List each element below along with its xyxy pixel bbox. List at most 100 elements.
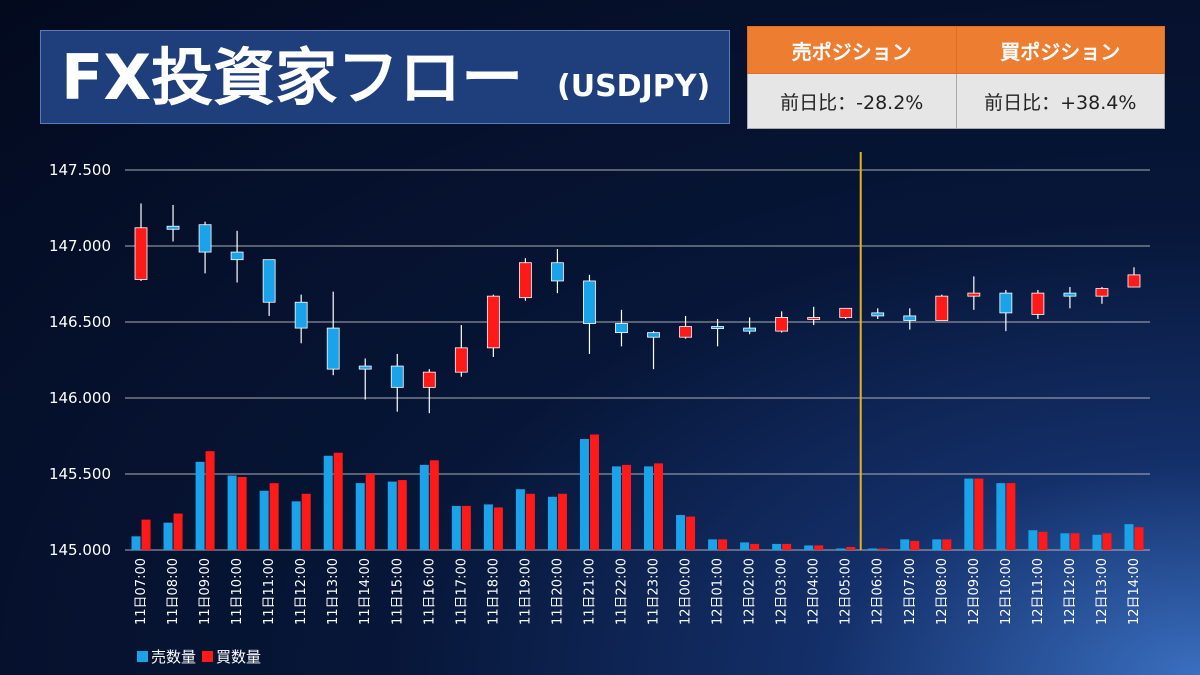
candle-down (1063, 292, 1077, 297)
position-table: 売ポジション 買ポジション 前日比：-28.2% 前日比：+38.4% (747, 26, 1165, 129)
sell-volume-bar (195, 461, 205, 550)
candle-down (743, 327, 757, 332)
x-tick-label: 11日21:00 (582, 558, 597, 625)
buy-volume-bar (237, 477, 247, 550)
x-tick-label: 11日14:00 (358, 558, 373, 625)
candle-up (454, 347, 468, 373)
buy-volume-bar (269, 483, 279, 550)
buy-volume-bar (942, 539, 952, 550)
x-tick-label: 11日13:00 (326, 558, 341, 625)
x-tick-label: 11日08:00 (166, 558, 181, 625)
sell-volume-bar (451, 505, 461, 550)
x-tick-label: 11日11:00 (262, 558, 277, 625)
buy-volume-bar (173, 513, 183, 550)
sell-volume-bar (355, 483, 365, 550)
candle-down (871, 312, 885, 317)
page-title: FX投資家フロー (61, 41, 524, 114)
sell-volume-bar (579, 439, 589, 550)
candle-down (166, 225, 180, 230)
x-tick-label: 12日14:00 (1127, 558, 1142, 625)
sell-volume-bar (1092, 534, 1102, 550)
x-tick-label: 12日13:00 (1095, 558, 1110, 625)
candle-up (807, 317, 821, 320)
buy-volume-bar (621, 464, 631, 550)
sell-volume-bar (547, 496, 557, 550)
candle-up (679, 326, 692, 338)
buy-volume-bar (333, 452, 343, 550)
buy-volume-bar (974, 478, 984, 550)
buy-volume-bar (1102, 533, 1112, 550)
candle-down (262, 259, 276, 303)
x-tick-label: 12日12:00 (1063, 558, 1078, 625)
buy-volume-bar (846, 546, 856, 550)
buy-volume-bar (525, 493, 535, 550)
sell-volume-bar (419, 464, 429, 550)
candle-down (230, 251, 244, 261)
x-tick-label: 11日20:00 (550, 558, 565, 625)
x-tick-label: 12日00:00 (679, 558, 694, 625)
legend-sell-label: 売数量 (151, 648, 197, 666)
buy-volume-bar (301, 493, 311, 550)
sell-position-header: 売ポジション (747, 26, 957, 74)
buy-volume-bar (141, 519, 151, 550)
x-tick-label: 11日15:00 (390, 558, 405, 625)
y-axis-labels: 147.500 147.000 146.500 146.000 145.500 145.0… (49, 161, 111, 559)
x-tick-label: 12日06:00 (871, 558, 886, 625)
candle-up (134, 227, 148, 280)
buy-volume-bar (1006, 483, 1016, 550)
sell-volume-bar (676, 515, 686, 550)
candle-down (294, 301, 308, 329)
y-tick-label: 145.500 (49, 465, 111, 483)
candle-down (358, 365, 372, 370)
x-tick-label: 12日03:00 (775, 558, 790, 625)
buy-volume-bar (589, 434, 599, 550)
x-tick-label: 11日22:00 (614, 558, 629, 625)
buy-volume-bar (493, 507, 503, 550)
sell-volume-bar (483, 504, 493, 550)
buy-volume-bar (910, 540, 920, 550)
y-tick-label: 147.000 (49, 237, 111, 255)
sell-volume-bar (291, 501, 301, 550)
buy-swatch-icon (202, 651, 214, 662)
candle-up (775, 317, 789, 332)
sell-volume-bar (323, 455, 333, 550)
candle-down (198, 224, 212, 253)
title-box: FX投資家フロー (USDJPY) (40, 30, 730, 124)
y-tick-label: 147.500 (49, 161, 111, 179)
sell-volume-bar (1028, 530, 1038, 550)
x-tick-label: 11日17:00 (454, 558, 469, 625)
candle-down (999, 292, 1013, 314)
x-tick-label: 11日19:00 (518, 558, 533, 625)
sell-volume-bar (1060, 533, 1070, 550)
sell-volume-bar (131, 536, 141, 550)
candle-down (647, 332, 660, 338)
sell-volume-bar (515, 489, 525, 550)
legend-buy: 買数量 (202, 646, 261, 667)
sell-volume-bar (836, 548, 846, 550)
x-tick-label: 12日10:00 (999, 558, 1014, 625)
buy-volume-bar (686, 516, 696, 550)
x-tick-label: 12日05:00 (839, 558, 854, 625)
sell-volume-bar (900, 539, 910, 550)
candle-up (518, 262, 532, 299)
sell-swatch-icon (137, 651, 148, 662)
sell-volume-bar (387, 481, 397, 550)
x-axis-labels: 11日07:00 11日08:00 11日09:00 11日10:00 11日11:00… (134, 558, 1142, 625)
x-tick-label: 11日10:00 (230, 558, 245, 625)
candle-up (422, 371, 436, 388)
y-tick-label: 146.500 (49, 313, 111, 331)
x-tick-label: 12日02:00 (743, 558, 758, 625)
buy-volume-bar (878, 548, 888, 550)
y-tick-label: 146.000 (49, 389, 111, 407)
candle-down (583, 280, 596, 324)
candle-down (615, 323, 628, 334)
sell-volume-bar (259, 490, 269, 550)
y-tick-label: 145.000 (49, 541, 111, 559)
candle-down (390, 365, 404, 388)
candle-up (935, 295, 949, 321)
x-tick-label: 12日01:00 (711, 558, 726, 625)
candle-up (839, 307, 853, 318)
buy-volume-bar (782, 543, 792, 550)
x-tick-label: 11日09:00 (198, 558, 213, 625)
grid-lines (125, 169, 1150, 551)
